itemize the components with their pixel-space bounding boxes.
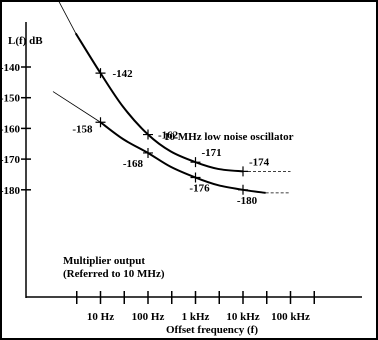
x-tick-label: 10 Hz (87, 311, 114, 323)
data-point-label: -162 (158, 130, 179, 142)
x-axis-title: Offset frequency (f) (166, 324, 258, 336)
x-tick-label: 100 Hz (132, 311, 165, 323)
y-tick-label: -150 (0, 93, 20, 105)
multiplier-annotation-line1: Multiplier output (63, 255, 145, 267)
series-line (74, 32, 244, 173)
oscillator-annotation: 10 MHz low noise oscillator (164, 131, 294, 143)
data-point-marker (190, 157, 201, 168)
y-tick-label: -170 (0, 154, 20, 166)
data-point-marker (143, 147, 153, 158)
x-tick-label: 1 kHz (182, 311, 210, 323)
x-axis-ticks: 10 Hz 100 Hz 1 kHz 10 kHz 100 kHz (75, 291, 315, 323)
data-point-label: -171 (202, 147, 222, 159)
y-tick-label: -140 (0, 62, 20, 74)
data-point-marker (95, 117, 106, 128)
series-extrapolation-line (57, 0, 77, 34)
y-axis-ticks: -140 -150 -160 -170 -180 (0, 62, 31, 197)
y-tick-label: -180 (0, 185, 20, 197)
data-point-label: -174 (249, 156, 270, 168)
data-point-label: -180 (237, 195, 258, 207)
data-point-label: -168 (123, 158, 144, 170)
series-layer: -142 -162 -171 -174 -158 -168 -176 -180 (52, 0, 291, 207)
y-tick-label: -160 (0, 123, 20, 135)
x-tick-label: 100 kHz (271, 311, 310, 323)
data-point-marker (95, 68, 106, 79)
series-oscillator: -142 -162 -171 -174 (57, 0, 291, 177)
series-extrapolation-line (52, 91, 101, 123)
data-point-label: -142 (113, 68, 134, 80)
series-multiplier: -158 -168 -176 -180 (52, 91, 291, 207)
data-point-marker (238, 184, 248, 195)
multiplier-annotation-line2: (Referred to 10 MHz) (63, 268, 165, 280)
y-axis-title: L(f) dB (8, 35, 43, 47)
x-tick-label: 10 kHz (226, 311, 259, 323)
data-point-label: -158 (72, 123, 93, 135)
data-point-marker (238, 166, 248, 177)
data-point-marker (143, 129, 153, 140)
data-point-marker (190, 172, 201, 183)
data-point-label: -176 (189, 183, 210, 195)
